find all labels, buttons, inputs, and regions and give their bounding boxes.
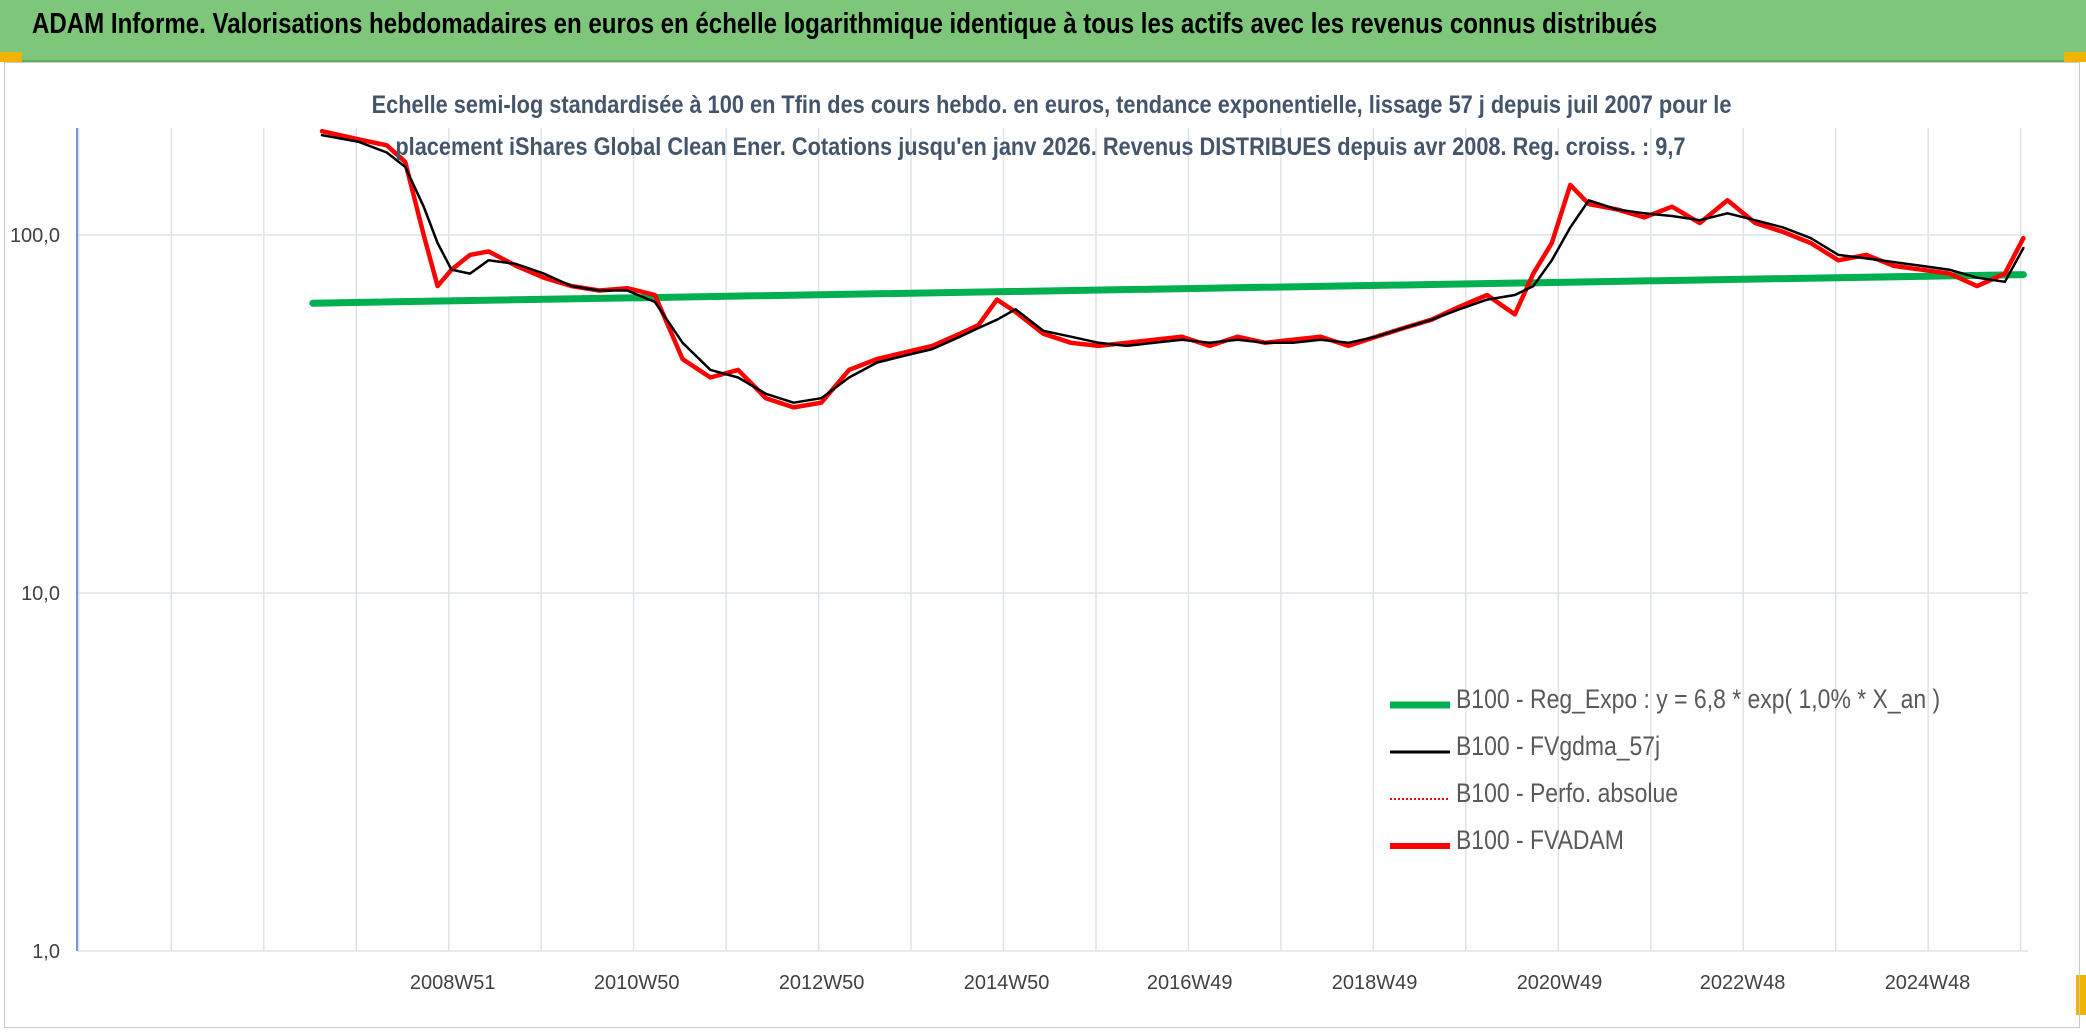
x-axis: 2008W51 2010W50 2012W50 2014W50 2016W49 2018W… (410, 972, 1970, 994)
y-tick-label: 100,0 (10, 225, 60, 247)
chart-subtitle-line2: placement iShares Global Clean Ener. Cot… (394, 133, 1686, 161)
legend-swatch-red (1390, 843, 1450, 849)
series-line-fvgdma (320, 133, 2025, 404)
series-layer (309, 128, 2027, 410)
corner-marker-top-right (2064, 52, 2086, 62)
legend-label-fvadam: B100 - FVADAM (1456, 825, 1624, 855)
x-tick-label: 2014W50 (964, 972, 1050, 994)
y-tick-label: 1,0 (32, 941, 60, 963)
x-tick-label: 2012W50 (779, 972, 865, 994)
x-tick-label: 2020W49 (1517, 972, 1603, 994)
grid-layer (77, 128, 2028, 952)
chart-subtitle: Echelle semi-log standardisée à 100 en T… (270, 84, 1810, 168)
series-line-fvadam (319, 128, 2026, 410)
legend-label-perfo: B100 - Perfo. absolue (1456, 778, 1678, 808)
x-tick-label: 2010W50 (594, 972, 680, 994)
header-banner: ADAM Informe. Valorisations hebdomadaire… (0, 0, 2086, 62)
y-axis: 1,0 10,0 100,0 (10, 128, 78, 963)
chart-frame (4, 62, 2080, 1028)
y-tick-label: 10,0 (21, 583, 60, 605)
corner-marker-bottom-right (2076, 975, 2086, 1015)
x-tick-label: 2016W49 (1147, 972, 1233, 994)
legend-label-reg-expo: B100 - Reg_Expo : y = 6,8 * exp( 1,0% * … (1456, 684, 1941, 714)
corner-marker-top-left (0, 52, 22, 62)
legend-swatch-black (1390, 750, 1450, 754)
page-title: ADAM Informe. Valorisations hebdomadaire… (32, 8, 1658, 40)
series-line-perfo (321, 130, 2025, 409)
x-tick-label: 2018W49 (1332, 972, 1418, 994)
legend-label-fvgdma: B100 - FVgdma_57j (1456, 731, 1661, 761)
x-tick-label: 2008W51 (410, 972, 496, 994)
legend-swatch-green (1390, 701, 1450, 709)
x-tick-label: 2022W48 (1700, 972, 1786, 994)
series-line-reg-expo (309, 271, 2027, 307)
x-tick-label: 2024W48 (1885, 972, 1971, 994)
legend-swatch-dotted-red (1390, 798, 1450, 800)
chart-subtitle-line1: Echelle semi-log standardisée à 100 en T… (371, 91, 1732, 119)
